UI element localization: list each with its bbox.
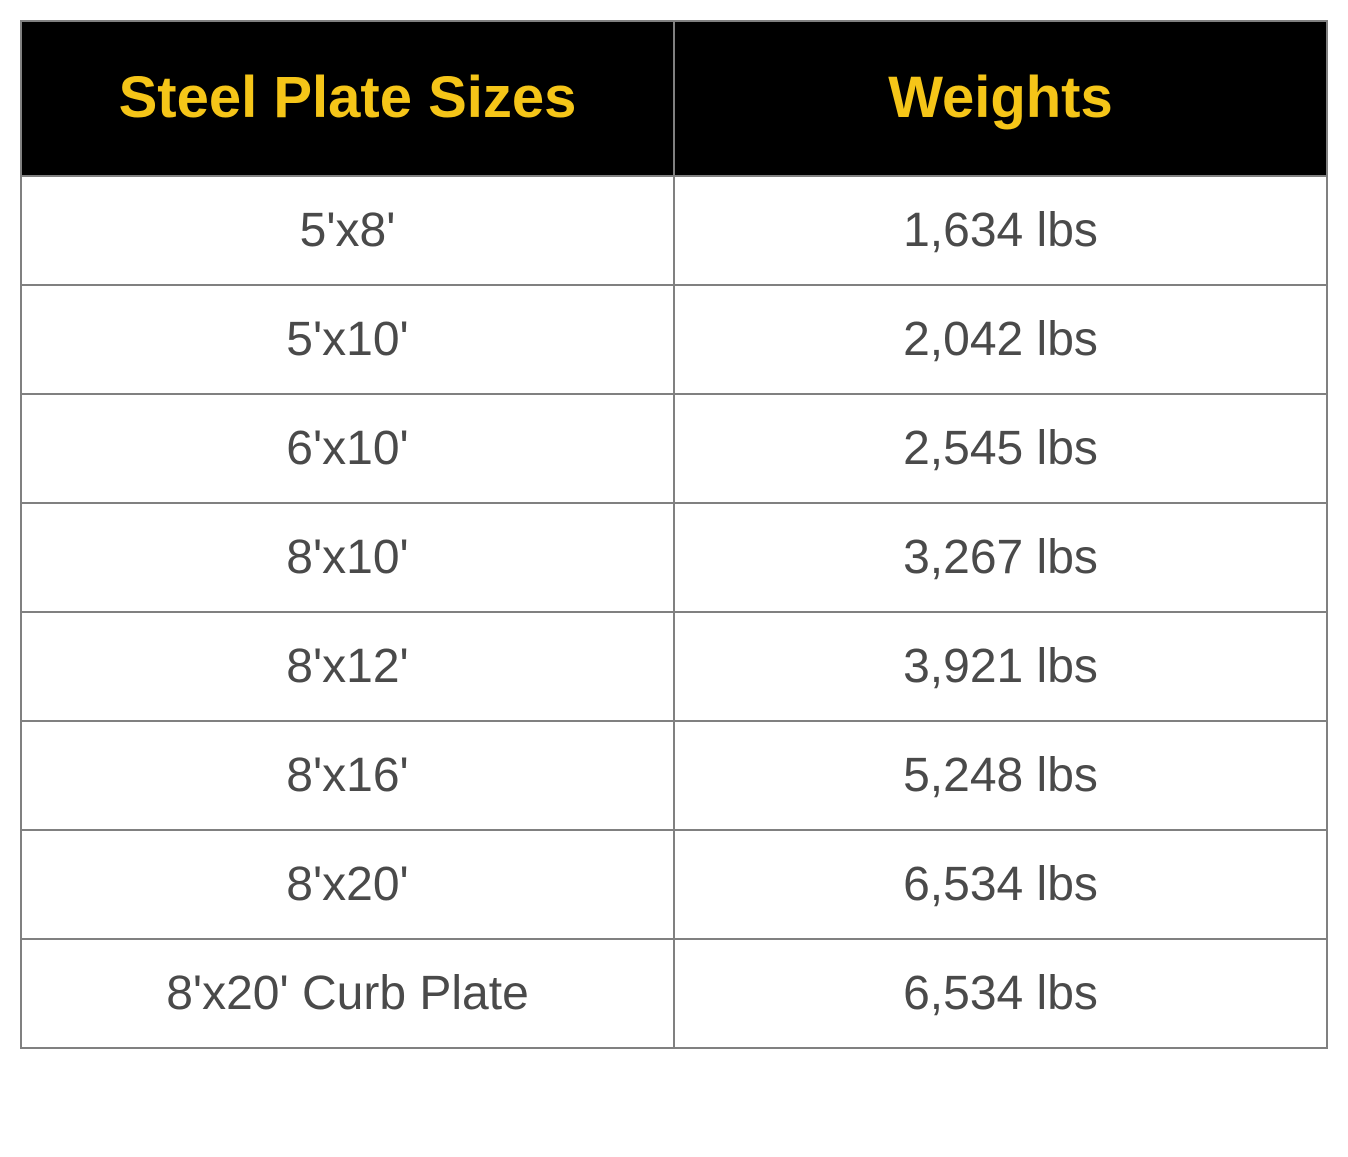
- steel-plate-table-container: Steel Plate Sizes Weights 5'x8' 1,634 lb…: [20, 20, 1328, 1049]
- column-header-sizes: Steel Plate Sizes: [21, 21, 674, 176]
- table-row: 8'x10' 3,267 lbs: [21, 503, 1327, 612]
- table-row: 8'x20' 6,534 lbs: [21, 830, 1327, 939]
- table-row: 6'x10' 2,545 lbs: [21, 394, 1327, 503]
- cell-weight: 2,545 lbs: [674, 394, 1327, 503]
- table-row: 8'x16' 5,248 lbs: [21, 721, 1327, 830]
- cell-weight: 3,267 lbs: [674, 503, 1327, 612]
- cell-size: 6'x10': [21, 394, 674, 503]
- cell-weight: 1,634 lbs: [674, 176, 1327, 285]
- cell-weight: 5,248 lbs: [674, 721, 1327, 830]
- table-row: 8'x12' 3,921 lbs: [21, 612, 1327, 721]
- table-row: 8'x20' Curb Plate 6,534 lbs: [21, 939, 1327, 1048]
- table-row: 5'x10' 2,042 lbs: [21, 285, 1327, 394]
- cell-weight: 6,534 lbs: [674, 939, 1327, 1048]
- cell-size: 5'x10': [21, 285, 674, 394]
- cell-size: 8'x16': [21, 721, 674, 830]
- cell-size: 8'x20' Curb Plate: [21, 939, 674, 1048]
- cell-size: 8'x10': [21, 503, 674, 612]
- steel-plate-table: Steel Plate Sizes Weights 5'x8' 1,634 lb…: [20, 20, 1328, 1049]
- cell-weight: 2,042 lbs: [674, 285, 1327, 394]
- table-header-row: Steel Plate Sizes Weights: [21, 21, 1327, 176]
- cell-weight: 6,534 lbs: [674, 830, 1327, 939]
- cell-size: 8'x12': [21, 612, 674, 721]
- table-row: 5'x8' 1,634 lbs: [21, 176, 1327, 285]
- column-header-weights: Weights: [674, 21, 1327, 176]
- cell-size: 8'x20': [21, 830, 674, 939]
- cell-size: 5'x8': [21, 176, 674, 285]
- cell-weight: 3,921 lbs: [674, 612, 1327, 721]
